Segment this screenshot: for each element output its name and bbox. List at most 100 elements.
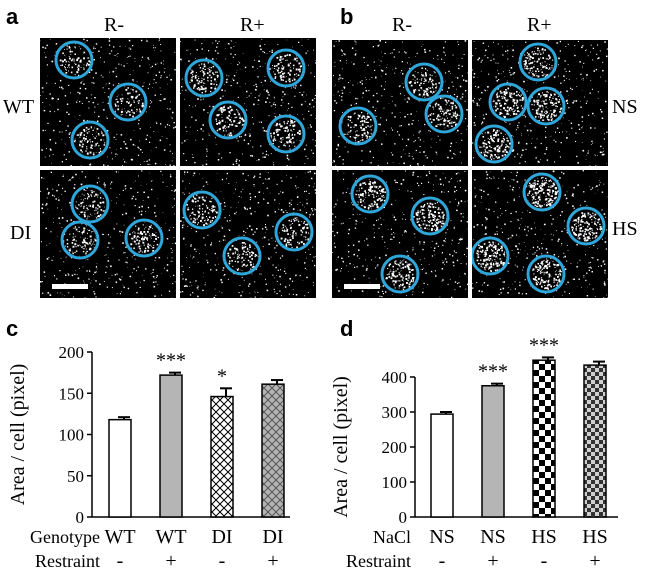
- cell-circle-marker: [474, 124, 514, 164]
- cell-circle-marker: [566, 206, 606, 246]
- x-category-label: NS: [429, 526, 455, 548]
- cell-circle-marker: [108, 82, 148, 122]
- y-tick-label: 200: [382, 438, 408, 457]
- cell-circle-marker: [522, 172, 562, 212]
- x-row-label: NaCl: [373, 527, 411, 547]
- scale-bar: [344, 284, 380, 289]
- cell-circle-marker: [380, 254, 420, 294]
- micrograph-b-hs-r-minus: [332, 170, 468, 298]
- bar: [481, 385, 505, 518]
- micrograph-image: [332, 40, 468, 166]
- micrograph-a-wt-r-minus: [40, 38, 176, 166]
- x-row-label: Restraint: [346, 551, 411, 571]
- y-tick-label: 100: [59, 426, 85, 445]
- x-restraint-label: +: [589, 550, 600, 572]
- panel-b-row-label-ns: NS: [612, 96, 638, 118]
- panel-a-col-label-r-minus: R-: [104, 14, 124, 36]
- panel-a-col-label-r-plus: R+: [240, 14, 265, 36]
- x-restraint-label: +: [267, 550, 278, 572]
- x-restraint-label: -: [439, 550, 446, 572]
- cell-circle-marker: [526, 254, 566, 294]
- micrograph-image: [180, 170, 316, 298]
- y-tick-label: 400: [382, 368, 408, 387]
- bar: [210, 395, 234, 518]
- x-row-label: Genotype: [30, 527, 100, 547]
- cell-circle-marker: [526, 86, 566, 126]
- x-category-label: WT: [155, 526, 186, 548]
- cell-circle-marker: [404, 62, 444, 102]
- panel-b-letter: b: [340, 4, 354, 29]
- panel-b-row-label-hs: HS: [612, 218, 638, 240]
- micrograph-image: [180, 38, 316, 166]
- x-category-label: DI: [211, 526, 232, 548]
- micrograph-b-ns-r-minus: [332, 40, 468, 166]
- cell-circle-marker: [124, 218, 164, 258]
- y-axis-label: Area / cell (pixel): [330, 376, 352, 518]
- panel-b-col-label-r-minus: R-: [392, 14, 412, 36]
- bar: [261, 383, 285, 518]
- y-tick-label: 0: [76, 508, 85, 527]
- micrograph-b-ns-r-plus: [472, 40, 608, 166]
- micrograph-a-di-r-minus: [40, 170, 176, 298]
- x-category-label: HS: [531, 526, 557, 548]
- bar: [108, 418, 132, 518]
- cell-circle-marker: [274, 212, 314, 252]
- y-tick-label: 100: [382, 473, 408, 492]
- x-restraint-label: +: [165, 550, 176, 572]
- x-restraint-label: -: [541, 550, 548, 572]
- cell-circle-marker: [54, 40, 94, 80]
- cell-circle-marker: [410, 196, 450, 236]
- panel-a-letter: a: [6, 4, 19, 29]
- significance-label: ***: [478, 361, 508, 383]
- panel-a-row-label-wt: WT: [3, 96, 35, 118]
- cell-circle-marker: [208, 100, 248, 140]
- y-tick-label: 0: [399, 508, 408, 527]
- x-category-label: DI: [262, 526, 283, 548]
- cell-circle-marker: [70, 120, 110, 160]
- micrograph-image: [332, 170, 468, 298]
- bar: [159, 374, 183, 518]
- x-restraint-label: -: [117, 550, 124, 572]
- significance-label: *: [217, 365, 227, 387]
- scale-bar: [52, 284, 88, 289]
- cell-circle-marker: [70, 184, 110, 224]
- x-category-label: HS: [582, 526, 608, 548]
- y-tick-label: 150: [59, 384, 85, 403]
- significance-label: ***: [156, 350, 186, 372]
- micrograph-a-di-r-plus: [180, 170, 316, 298]
- cell-circle-marker: [472, 236, 510, 276]
- x-category-label: NS: [480, 526, 506, 548]
- x-restraint-label: -: [219, 550, 226, 572]
- panel-a-row-label-di: DI: [10, 222, 32, 244]
- cell-circle-marker: [338, 106, 378, 146]
- cell-circle-marker: [60, 220, 100, 260]
- y-tick-label: 50: [67, 467, 84, 486]
- micrograph-b-hs-r-plus: [472, 170, 608, 298]
- bar: [532, 359, 556, 518]
- panel-c-letter: c: [6, 316, 19, 341]
- bar: [430, 413, 454, 518]
- cell-circle-marker: [266, 114, 306, 154]
- cell-circle-marker: [350, 174, 390, 214]
- micrograph-image: [472, 170, 608, 298]
- cell-circle-marker: [518, 42, 558, 82]
- y-tick-label: 200: [59, 343, 85, 362]
- y-axis-label: Area / cell (pixel): [7, 364, 29, 506]
- micrograph-image: [472, 40, 608, 166]
- cell-circle-marker: [488, 82, 528, 122]
- cell-circle-marker: [424, 94, 464, 134]
- x-restraint-label: +: [487, 550, 498, 572]
- panel-b-col-label-r-plus: R+: [527, 14, 552, 36]
- micrograph-image: [40, 38, 176, 166]
- micrograph-a-wt-r-plus: [180, 38, 316, 166]
- significance-label: ***: [529, 334, 559, 356]
- bar: [583, 364, 607, 518]
- cell-circle-marker: [222, 236, 262, 276]
- x-row-label: Restraint: [35, 551, 100, 571]
- cell-circle-marker: [184, 58, 224, 98]
- panel-d-letter: d: [340, 316, 354, 341]
- y-tick-label: 300: [382, 403, 408, 422]
